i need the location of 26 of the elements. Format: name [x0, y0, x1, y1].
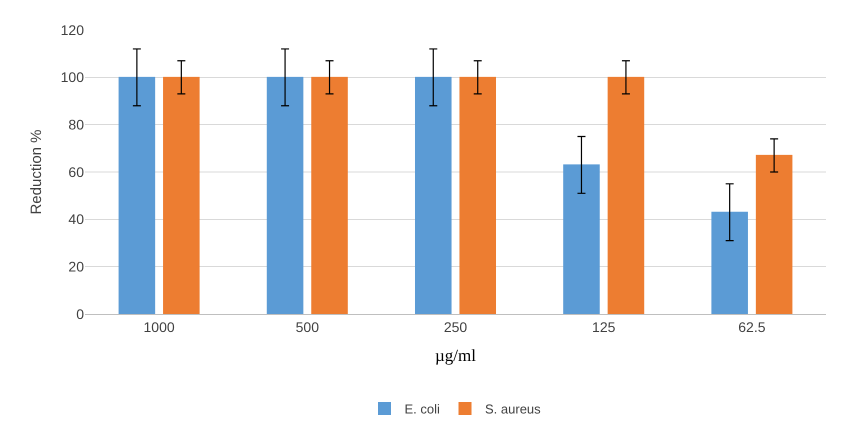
bar	[311, 76, 348, 314]
legend-label: S. aureus	[485, 402, 542, 417]
bar	[756, 154, 792, 314]
bar	[266, 76, 304, 314]
bar	[163, 76, 200, 314]
x-tick-label: 500	[296, 318, 320, 335]
x-tick-label: 250	[444, 318, 468, 335]
legend-label: E. coli	[404, 402, 440, 417]
x-tick-label: 1000	[144, 318, 175, 335]
bar	[414, 76, 452, 314]
x-tick-label: 125	[592, 318, 616, 335]
y-tick-label: 80	[68, 116, 84, 133]
bar	[608, 76, 644, 314]
bar	[459, 76, 496, 314]
y-tick-label: 100	[60, 69, 84, 86]
bar	[711, 212, 748, 314]
x-axis-title: µg/ml	[435, 346, 476, 366]
y-axis-title: Reduction %	[28, 129, 45, 215]
y-tick-label: 20	[68, 258, 84, 275]
x-tick-label: 62.5	[738, 318, 766, 335]
y-tick-label: 40	[68, 211, 84, 228]
bar	[118, 76, 156, 314]
y-tick-label: 120	[60, 22, 84, 38]
bar	[563, 164, 600, 314]
y-tick-label: 0	[76, 306, 84, 322]
y-tick-label: 60	[68, 164, 84, 180]
